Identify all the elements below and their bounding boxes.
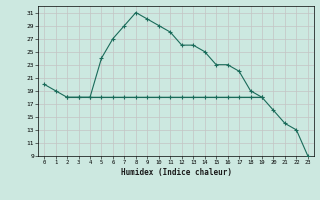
X-axis label: Humidex (Indice chaleur): Humidex (Indice chaleur)	[121, 168, 231, 177]
